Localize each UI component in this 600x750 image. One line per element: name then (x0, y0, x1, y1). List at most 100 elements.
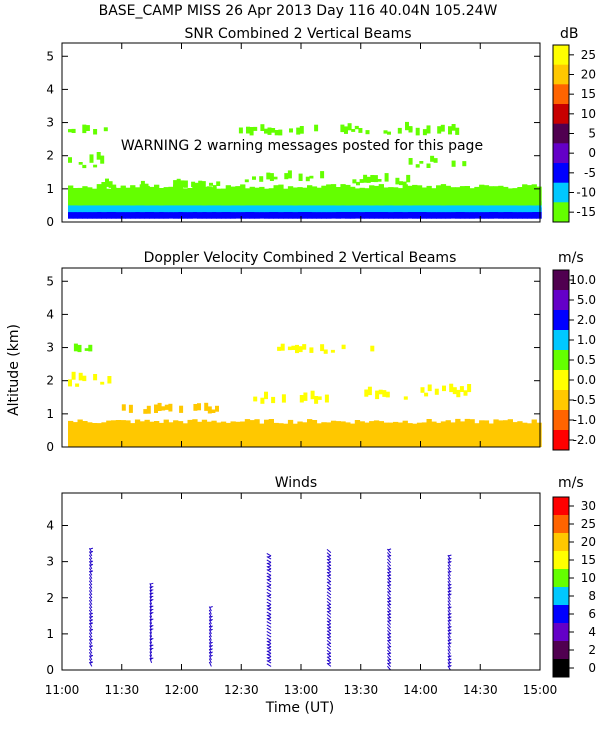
x-tick-label: 11:30 (105, 683, 140, 697)
heatmap-cell (264, 199, 270, 213)
heatmap-cell (130, 423, 136, 447)
heatmap-cell (464, 208, 470, 219)
heatmap-cell (314, 396, 319, 404)
wind-barb (88, 580, 93, 586)
colorbar-label: -0.5 (573, 393, 596, 407)
wind-barb (88, 557, 93, 563)
colorbar-label: 5 (588, 127, 596, 141)
heatmap-cell (72, 188, 79, 206)
heatmap-cell (287, 198, 294, 212)
heatmap-cell (464, 418, 470, 447)
wind-barb (88, 567, 93, 573)
heatmap-cell (395, 177, 400, 185)
heatmap-cell (125, 187, 131, 206)
heatmap-cell (393, 209, 399, 219)
colorbar-segment (553, 430, 569, 451)
heatmap-cell (139, 209, 145, 219)
heatmap-cell (321, 422, 327, 447)
heatmap-cell (197, 201, 203, 213)
heatmap-cell (421, 187, 427, 206)
heatmap-cell (225, 422, 231, 447)
heatmap-cell (273, 205, 279, 219)
plot-frame (61, 492, 541, 671)
heatmap-cell (483, 206, 490, 219)
wind-barb (208, 658, 212, 664)
heatmap-cell (316, 423, 322, 447)
heatmap-cell (483, 185, 490, 206)
heatmap-cell (125, 420, 131, 447)
wind-barb (266, 601, 272, 606)
heatmap-cell (311, 420, 318, 447)
wind-barb (447, 665, 451, 671)
heatmap-cell (321, 201, 327, 213)
heatmap-cell (77, 187, 83, 206)
heatmap-cell (450, 207, 456, 219)
x-tick-label: 15:00 (523, 683, 558, 697)
heatmap-cell (201, 208, 208, 219)
wind-barb (326, 601, 332, 605)
wind-barb (387, 665, 391, 671)
heatmap-cell (96, 201, 102, 212)
wind-barb (88, 600, 93, 605)
heatmap-cell (479, 420, 485, 447)
heatmap-cell (408, 158, 413, 165)
heatmap-cell (187, 208, 193, 219)
heatmap-cell (120, 201, 126, 213)
heatmap-cell (479, 184, 485, 206)
heatmap-cell (96, 152, 101, 160)
wind-barb (266, 588, 272, 593)
wind-barb (387, 646, 391, 651)
heatmap-cell (297, 207, 303, 219)
x-axis-label: Time (UT) (265, 700, 334, 716)
heatmap-cell (440, 421, 447, 447)
wind-barb (266, 627, 272, 632)
heatmap-cell (144, 419, 150, 447)
heatmap-cell (297, 187, 303, 206)
heatmap-cell (216, 188, 222, 206)
wind-barb (149, 609, 153, 615)
heatmap-cell (187, 201, 193, 213)
wind-barb (266, 585, 272, 589)
heatmap-cell (73, 343, 78, 352)
heatmap-cell (451, 124, 456, 131)
wind-barb (149, 589, 153, 595)
colorbar-segment (553, 182, 569, 203)
colorbar-label: 10.0 (569, 273, 596, 287)
wind-barb-flag (267, 578, 271, 581)
heatmap-cell (264, 419, 270, 447)
heatmap-cell (259, 423, 265, 447)
heatmap-cell (402, 420, 408, 447)
heatmap-cell (252, 176, 256, 180)
heatmap-cell (474, 208, 480, 219)
heatmap-cell (302, 344, 307, 350)
heatmap-cell (359, 208, 365, 219)
wind-barb (326, 662, 332, 667)
wind-barb (149, 625, 153, 631)
heatmap-cell (474, 423, 480, 447)
heatmap-cell (295, 344, 299, 354)
heatmap-cell (426, 163, 431, 168)
heatmap-cell (384, 173, 389, 182)
heatmap-cell (201, 200, 208, 212)
heatmap-cell (206, 421, 212, 447)
heatmap-cell (201, 181, 206, 189)
heatmap-cell (253, 126, 258, 131)
heatmap-cell (448, 126, 452, 135)
wind-barb-flag (150, 644, 154, 647)
heatmap-cell (220, 188, 227, 206)
wind-barb (387, 594, 391, 599)
heatmap-cell (399, 181, 403, 186)
heatmap-cell (305, 176, 310, 182)
heatmap-cell (240, 184, 246, 206)
wind-barb-flag (267, 617, 271, 620)
colorbar-segment (553, 569, 569, 588)
heatmap-cell (330, 202, 337, 213)
colorbar-label: 10 (581, 571, 596, 585)
heatmap-cell (434, 388, 439, 395)
heatmap-cell (415, 164, 420, 168)
heatmap-cell (82, 186, 88, 206)
heatmap-cell (452, 387, 457, 395)
wind-barb (326, 633, 332, 638)
heatmap-cell (143, 409, 148, 414)
heatmap-cell (268, 188, 274, 206)
